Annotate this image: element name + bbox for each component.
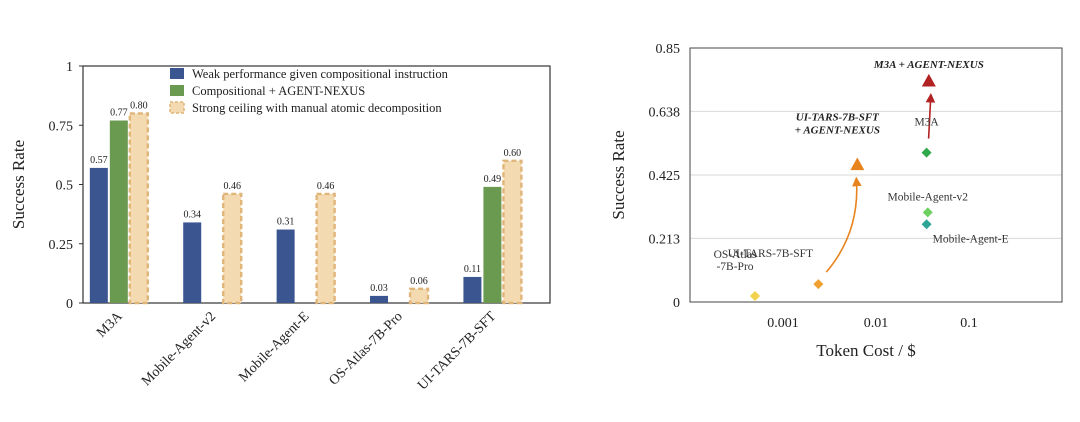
y-tick-label: 0 — [673, 296, 680, 311]
bar-value-label: 0.11 — [464, 264, 481, 275]
legend-label: Weak performance given compositional ins… — [192, 67, 449, 81]
y-tick-label: 0.425 — [649, 169, 681, 184]
point-triangle — [921, 73, 936, 87]
bar-weak — [89, 167, 108, 303]
point-label: M3A — [914, 117, 939, 129]
bar-value-label: 0.34 — [183, 209, 201, 220]
point-triangle — [850, 157, 865, 171]
y-tick-label: 0.85 — [656, 42, 681, 57]
y-tick-label: 0.5 — [56, 179, 74, 194]
point-diamond — [750, 291, 761, 302]
bar-nexus — [483, 186, 502, 303]
bar-value-label: 0.46 — [223, 181, 241, 192]
point-diamond — [921, 219, 932, 230]
y-tick-label: 0.213 — [649, 232, 681, 247]
y-tick-label: 0.638 — [649, 105, 681, 120]
x-tick-label: 0.01 — [864, 316, 889, 331]
arrow-m3a — [925, 92, 936, 139]
y-tick-label: 0.25 — [49, 238, 74, 253]
bar-weak — [276, 229, 295, 303]
legend-swatch — [169, 101, 185, 114]
arrow-uitars — [825, 176, 862, 273]
bar-ceiling — [315, 192, 336, 305]
point-label: Mobile-Agent-E — [933, 233, 1009, 245]
bar-weak — [183, 222, 202, 303]
x-tick-label: 0.001 — [767, 316, 799, 331]
scatter-chart: 0 0.213 0.425 0.638 0.85 0.001 0.01 0.1 Token Co… — [609, 42, 1063, 360]
bar-weak — [370, 295, 389, 303]
y-tick-label: 0 — [66, 297, 73, 312]
x-axis-label: Token Cost / $ — [816, 341, 915, 360]
bar-ceiling — [502, 159, 523, 305]
bar-value-label: 0.57 — [90, 155, 108, 166]
legend-label: Strong ceiling with manual atomic decomp… — [192, 101, 442, 115]
legend-swatch — [170, 85, 184, 96]
legend-swatch — [170, 68, 184, 79]
plot-frame — [689, 47, 1063, 303]
y-tick-label: 0.75 — [49, 119, 74, 134]
legend-label: Compositional + AGENT-NEXUS — [192, 84, 365, 98]
bar-ceiling — [128, 112, 150, 305]
x-tick-label: Mobile-Agent-E — [236, 309, 312, 385]
y-tick-label: 1 — [66, 60, 73, 75]
point-diamond — [813, 279, 824, 290]
bar-ceiling — [222, 192, 243, 305]
y-axis-label: Success Rate — [9, 140, 28, 229]
bar-value-label: 0.46 — [317, 181, 335, 192]
x-tick-label: M3A — [94, 309, 126, 341]
bar-nexus — [109, 120, 128, 303]
bar-value-label: 0.03 — [370, 283, 388, 294]
bar-value-label: 0.49 — [484, 174, 502, 185]
bar-weak — [463, 276, 482, 303]
bar-value-label: 0.31 — [277, 217, 295, 228]
x-tick-label: UI-TARS-7B-SFT — [415, 309, 499, 393]
point-label: Mobile-Agent-v2 — [887, 191, 968, 203]
x-tick-label: 0.1 — [960, 316, 978, 331]
annotation-uitars-nexus: UI-TARS-7B-SFT + AGENT-NEXUS — [795, 112, 880, 137]
bar-ceiling — [408, 287, 430, 305]
bar-value-label: 0.06 — [410, 276, 428, 287]
point-label: OS-Atlas -7B-Pro — [714, 249, 757, 273]
point-diamond — [921, 147, 932, 158]
point-label: UI-TARS-7B-SFT — [728, 248, 813, 260]
point-diamond — [922, 207, 933, 218]
y-axis-label: Success Rate — [609, 130, 628, 219]
x-tick-label: Mobile-Agent-v2 — [139, 309, 219, 389]
bar-value-label: 0.77 — [110, 108, 128, 119]
bar-chart: 0 0.25 0.5 0.75 1 Success Rate 0.57 0.770.80 M3A… — [9, 60, 551, 393]
bar-value-label: 0.60 — [504, 148, 522, 159]
annotation-m3a-nexus: M3A + AGENT-NEXUS — [873, 59, 984, 71]
bar-value-label: 0.80 — [130, 100, 148, 111]
x-tick-label: OS-Atlas-7B-Pro — [326, 309, 405, 388]
